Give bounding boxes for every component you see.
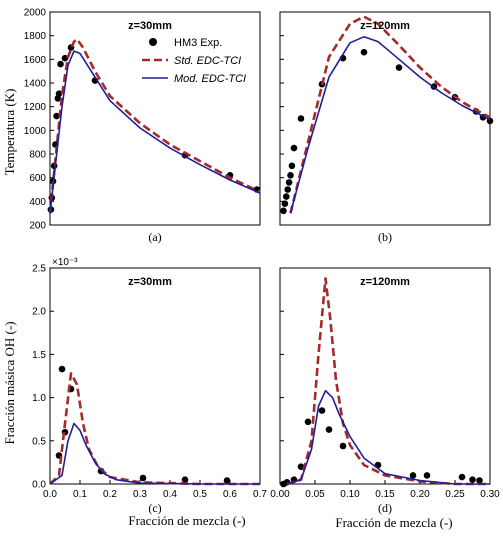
y-tick-label: 1400 — [24, 79, 47, 90]
data-point-exp — [280, 207, 287, 215]
x-tick-label: 0.4 — [163, 489, 177, 500]
data-point-exp — [55, 90, 63, 97]
series-mod-edc-tci — [49, 50, 261, 214]
panel-letter: (c) — [148, 501, 161, 515]
x-axis-label-d: Fracción de mezcla (-) — [335, 515, 452, 530]
y-tick-label: 2.5 — [32, 264, 46, 275]
y-axis-label-oh: Fracción másica OH (-) — [2, 321, 17, 444]
x-tick-label: 0.0 — [43, 489, 57, 500]
series-mod-edc-tci — [49, 422, 260, 485]
data-point-exp — [283, 193, 290, 200]
x-tick-label: 0.7 — [253, 489, 267, 500]
series-std-edc-tci — [48, 37, 261, 214]
data-point-exp — [409, 472, 417, 479]
data-point-exp — [284, 186, 292, 193]
x-tick-label: 0.5 — [193, 489, 207, 500]
panel-letter: (a) — [148, 230, 161, 244]
y-scale-label: ×10⁻³ — [52, 257, 78, 268]
data-point-exp — [281, 200, 289, 207]
panel-letter: (d) — [378, 501, 392, 515]
panel-d: 0.00 0.05 0.10 0.15 0.20 0.25 0.30 z=120mm (d) — [270, 267, 500, 515]
panel-a: 200 400 600 800 1000 1200 1400 1600 1800 2000 z=30… — [24, 8, 261, 244]
data-point-exp — [395, 64, 403, 71]
data-point-exp — [223, 477, 231, 484]
panel-title: z=120mm — [360, 20, 410, 32]
y-tick-label: 2.0 — [32, 307, 46, 318]
y-axis-label-temperature: Temperatura (K) — [2, 89, 17, 176]
data-point-exp — [53, 112, 60, 120]
data-point-exp — [318, 407, 326, 414]
legend-label: Mod. EDC-TCI — [174, 73, 246, 85]
series-std-edc-tci — [49, 372, 260, 486]
y-tick-label: 0.0 — [32, 480, 46, 491]
x-axis-label-c: Fracción de mezcla (-) — [128, 513, 245, 528]
panel-letter: (b) — [378, 230, 392, 244]
plot-frame — [279, 11, 491, 226]
data-point-exp — [290, 144, 298, 152]
plot-frame — [49, 11, 261, 226]
x-tick-label: 0.20 — [410, 489, 430, 500]
y-tick-label: 0.5 — [32, 436, 46, 447]
series-mod-edc-tci — [289, 36, 491, 214]
data-point-exp — [304, 418, 312, 426]
panel-title: z=120mm — [360, 276, 410, 288]
x-tick-label: 0.1 — [73, 489, 87, 500]
x-tick-label: 0.10 — [340, 489, 360, 500]
data-point-exp — [469, 476, 476, 484]
data-point-exp — [297, 115, 305, 122]
data-point-exp — [360, 48, 368, 56]
plot-frame — [49, 267, 261, 485]
y-tick-label: 2000 — [24, 8, 47, 19]
legend: HM3 Exp. Std. EDC-TCI Mod. EDC-TCI — [142, 37, 246, 85]
legend-label: HM3 Exp. — [174, 37, 222, 49]
data-point-exp — [287, 172, 294, 179]
y-tick-label: 1.0 — [32, 393, 46, 404]
panel-b: z=120mm (b) — [279, 11, 494, 244]
legend-label: Std. EDC-TCI — [174, 55, 241, 67]
legend-marker-exp — [149, 38, 157, 46]
data-point-exp — [423, 472, 431, 479]
x-tick-label: 0.2 — [103, 489, 117, 500]
data-point-exp — [57, 60, 64, 68]
y-tick-label: 800 — [29, 150, 46, 161]
y-tick-label: 1.5 — [32, 350, 46, 361]
data-point-exp — [61, 54, 69, 62]
data-point-exp — [325, 426, 333, 433]
series-std-edc-tci — [286, 277, 490, 486]
data-point-exp — [139, 474, 147, 482]
x-tick-label: 0.6 — [223, 489, 237, 500]
series-mod-edc-tci — [286, 389, 490, 485]
data-point-exp — [288, 162, 296, 170]
x-tick-label: 0.05 — [305, 489, 325, 500]
data-point-exp — [285, 179, 293, 186]
y-tick-label: 400 — [29, 197, 46, 208]
y-tick-label: 1600 — [24, 55, 47, 66]
y-tick-label: 1200 — [24, 102, 47, 113]
x-tick-label: 0.25 — [445, 489, 465, 500]
x-tick-label: 0.15 — [375, 489, 395, 500]
y-tick-label: 1800 — [24, 31, 47, 42]
data-point-exp — [339, 442, 347, 450]
panel-title: z=30mm — [128, 20, 172, 32]
series-std-edc-tci — [289, 15, 491, 214]
y-tick-label: 1000 — [24, 126, 47, 137]
data-point-exp — [181, 476, 189, 484]
data-point-exp — [297, 463, 305, 471]
panel-title: z=30mm — [128, 276, 172, 288]
data-point-exp — [458, 473, 466, 481]
y-tick-label: 200 — [29, 221, 46, 232]
x-tick-label: 0.00 — [270, 489, 290, 500]
y-tick-label: 600 — [29, 173, 46, 184]
x-tick-label: 0.30 — [480, 489, 500, 500]
x-tick-label: 0.3 — [133, 489, 147, 500]
data-point-exp — [476, 477, 483, 484]
data-point-exp — [58, 365, 66, 373]
panel-c: 0.0 0.5 1.0 1.5 2.0 2.5 0.0 0.1 0.2 0.3 0.4 0.5 0.6 0… — [32, 257, 267, 515]
